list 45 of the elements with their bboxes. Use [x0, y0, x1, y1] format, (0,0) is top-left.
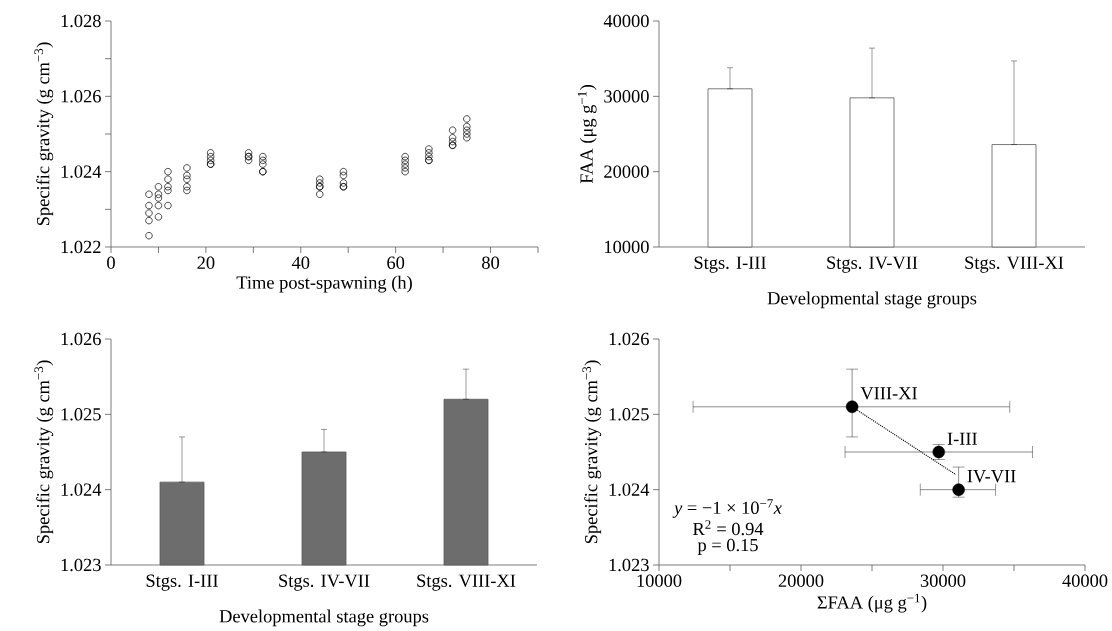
y-tick-label: 1.023 — [61, 558, 101, 572]
y-tick-label: 10000 — [605, 240, 649, 254]
y-tick-label: 40000 — [603, 14, 649, 28]
y-tick-label: 1.028 — [61, 14, 101, 28]
x-tick-label: Stgs. I-III — [694, 256, 766, 273]
annotation: VIII-XI — [860, 387, 917, 400]
x-tick-label: Stgs. VIII-XI — [417, 574, 516, 591]
x-axis-title: Time post-spawning (h) — [236, 275, 412, 293]
x-tick-label: Stgs. VIII-XI — [965, 256, 1064, 273]
x-tick-label: 60 — [387, 256, 405, 269]
y-axis-title: Specific gravity (g cm$^{−3}$) — [34, 360, 54, 544]
y-tick-label: 30000 — [604, 90, 649, 103]
x-tick-label: 40000 — [1062, 574, 1108, 587]
x-tick-label: Stgs. IV-VII — [827, 256, 918, 273]
y-tick-label: 1.023 — [609, 558, 649, 572]
annotation: y = −1 × 10$^{−7}$x — [672, 499, 782, 518]
y-tick-label: 1.025 — [61, 408, 101, 421]
y-tick-label: 1.026 — [609, 332, 649, 346]
y-tick-label: 1.022 — [61, 240, 101, 254]
x-axis-title: Developmental stage groups — [767, 291, 977, 309]
x-tick-label: 10000 — [637, 574, 682, 587]
y-tick-label: 1.024 — [61, 483, 102, 496]
y-tick-label: 20000 — [604, 165, 649, 178]
y-tick-label: 1.026 — [61, 90, 101, 103]
x-tick-label: 40 — [291, 256, 310, 269]
x-tick-label: 0 — [107, 256, 115, 269]
y-tick-label: 1.025 — [609, 408, 649, 421]
y-tick-label: 1.026 — [61, 332, 101, 346]
x-tick-label: 20000 — [778, 574, 824, 587]
annotation: R$^{2}$ = 0.94 — [693, 520, 764, 536]
y-axis-title: Specific gravity (g cm$^{−3}$) — [34, 42, 54, 226]
x-tick-label: 80 — [482, 256, 500, 269]
y-axis-title: FAA (μg g$^{−1}$) — [577, 85, 597, 184]
annotation: IV-VII — [967, 470, 1016, 483]
y-tick-label: 1.024 — [61, 165, 102, 178]
x-tick-label: Stgs. I-III — [146, 574, 218, 591]
annotation: I-III — [947, 432, 977, 445]
y-tick-label: 1.024 — [609, 483, 650, 496]
annotation: p = 0.15 — [697, 538, 758, 556]
y-axis-title: Specific gravity (g cm$^{−3}$) — [582, 360, 602, 544]
x-tick-label: 30000 — [920, 574, 966, 587]
x-axis-title: ΣFAA (μg g$^{−1}$) — [817, 593, 927, 613]
x-tick-label: 20 — [197, 256, 215, 269]
x-axis-title: Developmental stage groups — [219, 609, 429, 627]
x-tick-label: Stgs. IV-VII — [279, 574, 370, 591]
